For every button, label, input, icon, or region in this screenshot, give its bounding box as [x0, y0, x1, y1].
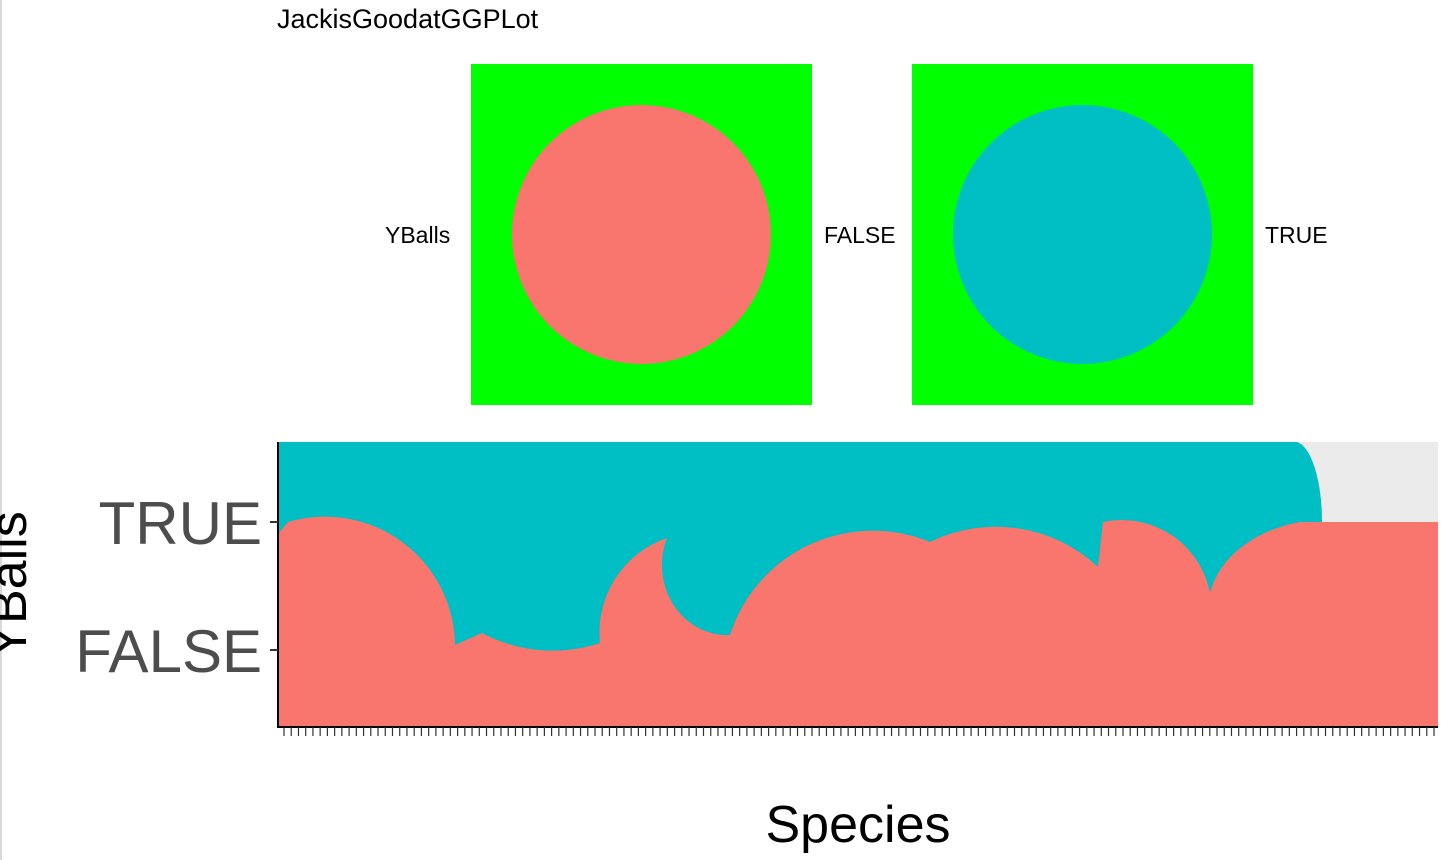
left-edge-rule [0, 0, 2, 860]
legend-label-true: TRUE [1265, 222, 1328, 248]
legend-swatch-true [953, 105, 1212, 364]
legend-key-true [912, 64, 1253, 405]
legend-swatch-false [512, 105, 771, 364]
legend-label-false: FALSE [824, 222, 896, 248]
y-tick-label-false: FALSE [75, 618, 262, 685]
legend-key-false [471, 64, 812, 405]
x-axis-title: Species [765, 796, 951, 854]
chart-plot: FALSE TRUE [75, 442, 1438, 736]
chart-title: JackisGoodatGGPLot [277, 4, 539, 34]
area-false [278, 516, 1438, 727]
y-tick-label-true: TRUE [99, 490, 262, 557]
legend-title: YBalls [385, 222, 451, 248]
